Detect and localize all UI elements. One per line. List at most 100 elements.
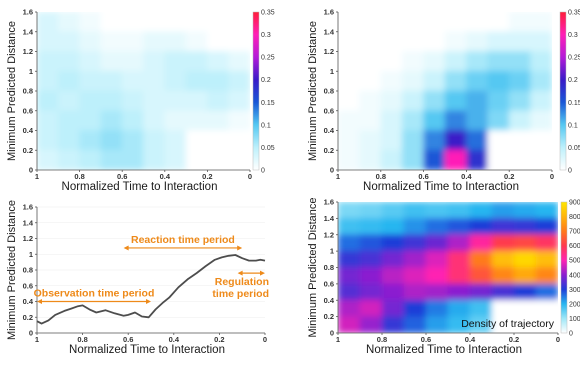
heatmap-cell — [508, 51, 531, 72]
heatmap-cell — [121, 110, 144, 131]
heatmap-cell — [513, 250, 537, 268]
y-tick-label: 0.6 — [324, 279, 334, 288]
heatmap-cell — [469, 267, 493, 285]
x-tick-label: 0.6 — [421, 335, 431, 344]
heatmap-cell — [143, 130, 166, 151]
heatmap-cell — [403, 218, 427, 236]
heatmap-cell — [58, 90, 80, 112]
heatmap-cell — [513, 234, 537, 252]
y-tick-label: 1 — [330, 247, 334, 256]
heatmap-cell — [359, 218, 383, 236]
heatmap-cell — [359, 51, 382, 72]
heatmap-cell — [487, 90, 510, 112]
y-tick-label: 0.2 — [324, 312, 334, 321]
heatmap-cell — [164, 90, 187, 112]
y-tick-label: 0.2 — [324, 146, 334, 155]
y-axis-label: Minimum Predicted Distance — [6, 200, 18, 340]
heatmap-cell — [207, 130, 229, 151]
heatmap-cell — [444, 51, 467, 72]
x-tick-label: 0.4 — [465, 335, 476, 344]
heatmap-axes: 1 0.8 0.6 0.4 0.2 0 0 0.2 0.4 0.6 0.8 1 1.2 1.4 1.6 — [23, 8, 253, 182]
x-tick-label: 0.2 — [202, 172, 212, 181]
y-tick-label: 0.4 — [324, 126, 335, 135]
heatmap-cell — [466, 110, 489, 131]
heatmap-cell — [466, 149, 489, 170]
heatmap-cell — [185, 110, 208, 131]
heatmap-cell — [466, 31, 489, 52]
heatmap-cell — [403, 316, 427, 333]
heatmap-cell — [207, 12, 229, 33]
x-tick-label: 0.8 — [377, 335, 387, 344]
heatmap-cell — [143, 149, 166, 170]
line-chart-bottom-left: 1 0.8 0.6 0.4 0.2 0 0 0.2 0.4 0.6 0.8 1 1.2 1.4 1.6 Re… — [6, 200, 269, 356]
heatmap-cell — [58, 31, 80, 52]
y-tick-label: 1.6 — [23, 8, 33, 17]
x-tick-label: 0.8 — [74, 172, 84, 181]
heatmap-cell — [423, 90, 446, 112]
heatmap-cell — [380, 12, 403, 33]
heatmap-cell — [381, 283, 405, 301]
heatmap-cell — [530, 31, 552, 52]
heatmap-cell — [359, 31, 382, 52]
annotation-label: Regulation — [215, 276, 269, 288]
heatmap-cell — [338, 218, 361, 236]
x-axis-label: Normalized Time to Interaction — [62, 181, 218, 193]
colorbar: 0 0.05 0.1 0.15 0.2 0.25 0.3 0.35 — [559, 10, 580, 175]
line-chart-axes: 1 0.8 0.6 0.4 0.2 0 0 0.2 0.4 0.6 0.8 1 1.2 1.4 1.6 — [23, 203, 268, 345]
y-tick-label: 0.4 — [23, 297, 34, 306]
heatmap-cell — [37, 130, 59, 151]
heatmap-cell — [185, 12, 208, 33]
y-tick-label: 0.4 — [23, 126, 34, 135]
heatmap-cell — [469, 218, 493, 236]
heatmap-cell — [58, 12, 80, 33]
heatmap-cell — [401, 90, 424, 112]
x-tick-label: 0.2 — [509, 335, 519, 344]
distance-line — [36, 254, 266, 325]
heatmap-cell — [423, 149, 446, 170]
heatmap-cell — [79, 51, 102, 72]
heatmap-cell — [121, 130, 144, 151]
heatmap-cell — [228, 12, 250, 33]
heatmap-cell — [491, 250, 515, 268]
heatmap-cell — [403, 299, 427, 317]
x-tick-label: 0.8 — [376, 172, 386, 181]
colorbar-tick-label: 0.3 — [568, 32, 578, 39]
heatmap-cell — [401, 130, 424, 151]
heatmap-cell — [423, 12, 446, 33]
heatmap-cell — [508, 110, 531, 131]
heatmap-cell — [121, 12, 144, 33]
heatmap-cell — [58, 71, 80, 92]
heatmap-cell — [447, 234, 471, 252]
x-tick-label: 1 — [35, 172, 39, 181]
heatmap-cell — [380, 31, 403, 52]
y-tick-label: 1 — [330, 67, 334, 76]
heatmap-cell — [338, 130, 360, 151]
x-axis-label: Normalized Time to Interaction — [363, 181, 519, 193]
heatmap-cell — [508, 90, 531, 112]
y-tick-label: 0.2 — [23, 146, 33, 155]
heatmap-cell — [338, 234, 361, 252]
heatmap-cell — [425, 250, 449, 268]
heatmap-cell — [403, 250, 427, 268]
y-axis-label: Minimum Predicted Distance — [6, 21, 18, 161]
x-tick-label: 0.4 — [160, 172, 171, 181]
heatmap-top-right: 1 0.8 0.6 0.4 0.2 0 0 0.2 0.4 0.6 0.8 1 1.2 1.4 1.6 No… — [307, 8, 580, 194]
annotation-arrow: Observation time period — [34, 288, 154, 304]
heatmap-cell — [121, 51, 144, 72]
heatmap-cell — [469, 299, 493, 317]
heatmap-cell — [444, 130, 467, 151]
heatmap-cell — [535, 250, 558, 268]
heatmap-cell — [425, 316, 449, 333]
heatmap-cell — [466, 71, 489, 92]
heatmap-cell — [469, 316, 493, 333]
heatmap-cell — [535, 267, 558, 285]
heatmap-cell — [100, 90, 123, 112]
annotation-label: Reaction time period — [131, 234, 235, 246]
heatmap-cell — [447, 316, 471, 333]
heatmap-cell — [164, 110, 187, 131]
colorbar-tick-label: 0 — [568, 168, 572, 175]
y-tick-label: 1 — [29, 250, 33, 259]
heatmap-cell — [228, 90, 250, 112]
y-tick-label: 1.4 — [23, 218, 34, 227]
